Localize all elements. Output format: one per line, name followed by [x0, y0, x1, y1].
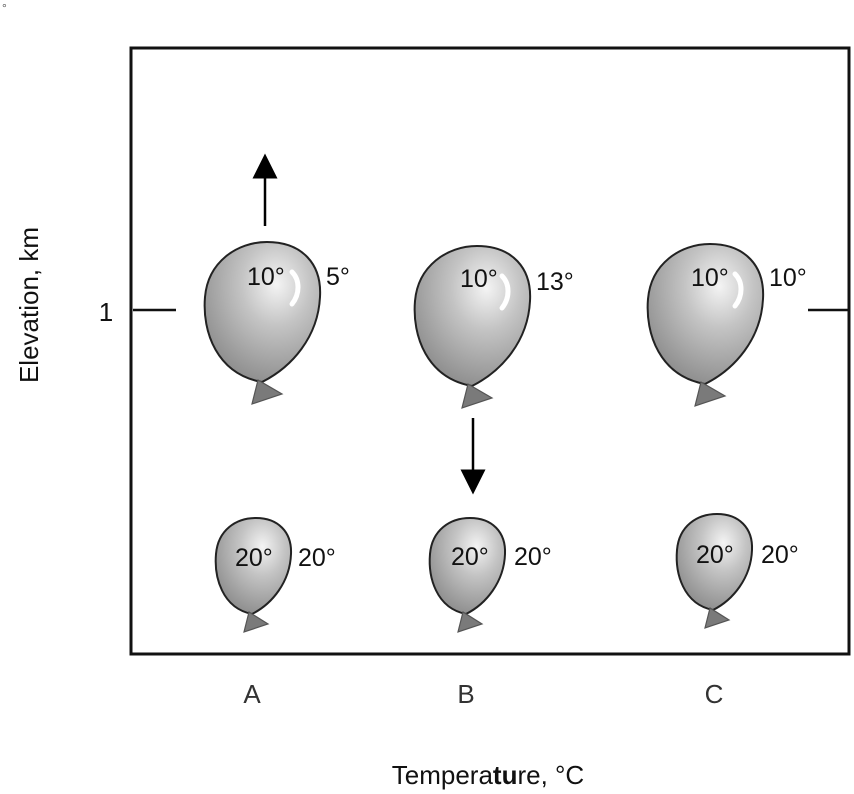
upper-balloon-c-outside-temp: 10°: [769, 264, 807, 292]
x-axis-label: Temperature, °C: [392, 760, 584, 790]
lower-balloon-a: [214, 517, 293, 633]
column-b: 10° 13° 20° 20° B: [415, 246, 574, 709]
column-a: 10° 5° 20° 20° A: [205, 153, 350, 709]
column-label-a: A: [243, 679, 261, 709]
x-axis-label-bold: tu: [493, 760, 518, 790]
y-tick-label: 1: [99, 297, 113, 327]
x-axis-label-prefix: Tempera: [392, 760, 494, 790]
upper-balloon-b-outside-temp: 13°: [536, 268, 574, 296]
lower-balloon-c: [675, 513, 754, 629]
upper-balloon-a-inside-temp: 10°: [247, 263, 285, 291]
lower-balloon-c-outside-temp: 20°: [761, 541, 799, 569]
y-axis-label: Elevation, km: [14, 227, 44, 383]
plot-frame: [129, 46, 851, 656]
column-label-c: C: [705, 679, 724, 709]
upper-balloon-c-inside-temp: 10°: [691, 264, 729, 292]
upper-balloon-b-inside-temp: 10°: [460, 265, 498, 293]
lower-balloon-c-inside-temp: 20°: [696, 541, 734, 569]
lower-balloon-a-outside-temp: 20°: [298, 544, 336, 572]
corner-degree-mark: °: [2, 1, 7, 15]
column-label-b: B: [457, 679, 474, 709]
lower-balloon-b: [428, 517, 507, 633]
column-c: 10° 10° 20° 20° C: [648, 244, 807, 709]
lower-balloon-b-outside-temp: 20°: [514, 543, 552, 571]
lower-balloon-a-inside-temp: 20°: [235, 544, 273, 572]
upper-balloon-a-outside-temp: 5°: [326, 263, 350, 291]
x-axis-label-suffix: re, °C: [517, 760, 584, 790]
lower-balloon-b-inside-temp: 20°: [451, 543, 489, 571]
